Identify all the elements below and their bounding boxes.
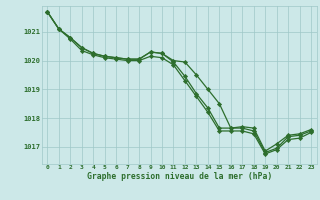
- X-axis label: Graphe pression niveau de la mer (hPa): Graphe pression niveau de la mer (hPa): [87, 172, 272, 181]
